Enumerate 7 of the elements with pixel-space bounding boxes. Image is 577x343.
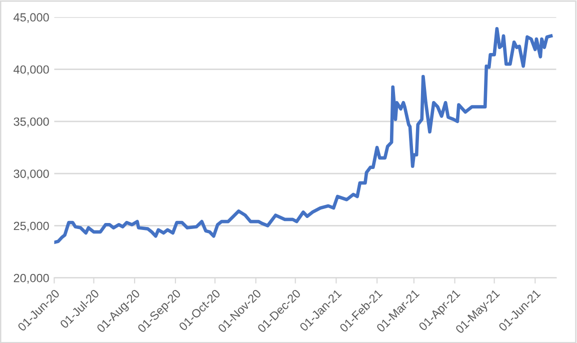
y-tick-label: 20,000	[14, 274, 49, 284]
y-tick-label: 25,000	[14, 222, 49, 232]
line-series	[54, 26, 553, 244]
y-tick-label: 40,000	[14, 65, 49, 76]
y-tick-label: 35,000	[14, 117, 49, 128]
y-tick-label: 30,000	[14, 170, 49, 180]
y-tick-label: 45,000	[14, 13, 49, 23]
